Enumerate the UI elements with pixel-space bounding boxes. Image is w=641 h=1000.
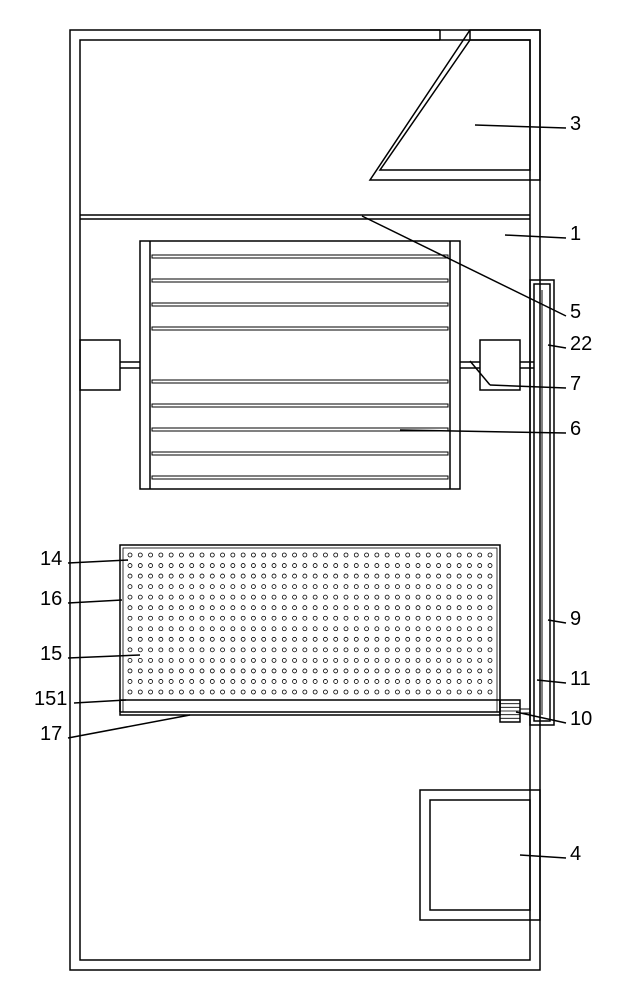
callout-label: 9 [570,608,581,630]
callout-label: 4 [570,843,581,865]
callout-label: 151 [34,688,67,710]
callout-label: 10 [570,708,592,730]
callout-label: 22 [570,333,592,355]
callout-label: 14 [40,548,62,570]
diagram-container: 315227614169151115110174 [0,0,641,1000]
callout-label: 7 [570,373,581,395]
technical-drawing-svg: 315227614169151115110174 [0,0,641,1000]
callout-label: 6 [570,418,581,440]
callout-label: 16 [40,588,62,610]
callout-label: 15 [40,643,62,665]
callout-label: 3 [570,113,581,135]
callout-label: 1 [570,223,581,245]
callout-label: 5 [570,301,581,323]
callout-label: 17 [40,723,62,745]
callout-label: 11 [570,668,591,690]
